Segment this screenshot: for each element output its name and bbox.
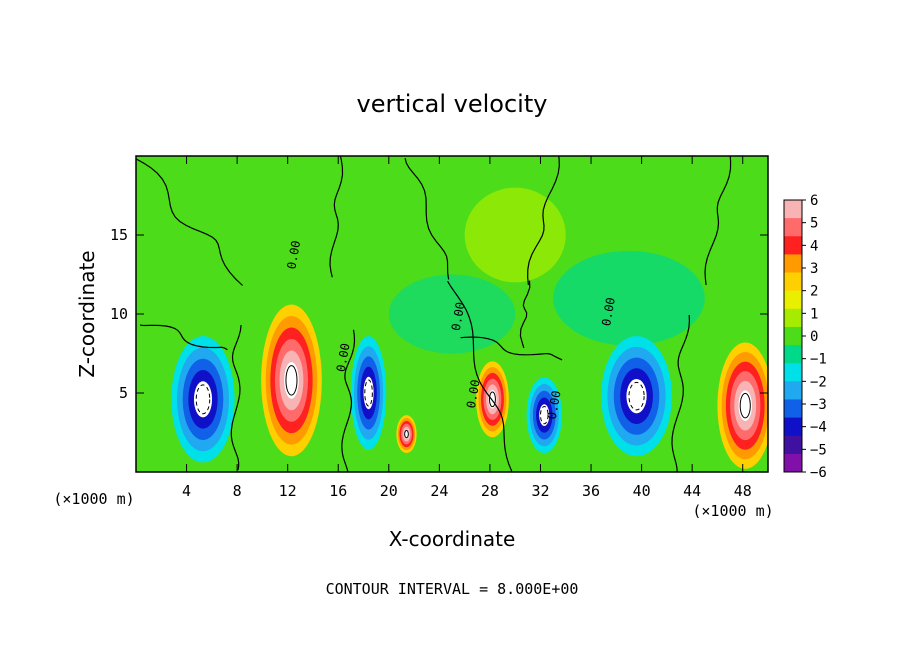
colorbar-label: 0: [810, 329, 818, 345]
y-axis-title: Z-coordinate: [75, 250, 99, 377]
colorbar-label: −4: [810, 420, 827, 436]
zero-contour-line: [519, 280, 531, 349]
colorbar-swatch: [784, 218, 802, 237]
downdraft-contour: [539, 405, 549, 425]
colorbar-label: −5: [810, 442, 827, 458]
zero-contour-line: [404, 158, 450, 280]
y-tick-label: 5: [119, 384, 128, 402]
y-tick-label: 10: [110, 305, 128, 323]
zero-contour-line: [230, 325, 242, 471]
contour-label: 0.00: [284, 239, 303, 270]
x-tick-label: 48: [734, 482, 752, 500]
zero-contour-line: [460, 336, 563, 361]
x-tick-label: 8: [233, 482, 242, 500]
x-tick-label: 40: [633, 482, 651, 500]
updraft-contour: [404, 429, 409, 439]
x-tick-label: 32: [531, 482, 549, 500]
downdraft-band: [626, 379, 647, 414]
contour-label: 0.00: [599, 296, 618, 327]
colorbar-swatch: [784, 236, 802, 255]
zero-contour-line: [704, 156, 732, 286]
colorbar-label: 3: [810, 261, 818, 277]
colorbar: 6 5 4 3 2 1 0 −1 −2 −3 −4 −5 −6: [783, 193, 827, 481]
zero-contour-line: [341, 329, 356, 472]
colorbar-swatch: [784, 417, 802, 437]
x-axis: 4 8 12 16 20 24 28 32 36 40 44 48: [182, 156, 752, 500]
colorbar-swatch: [784, 453, 802, 473]
zero-contour-line: [671, 314, 691, 472]
updraft-band: [284, 361, 299, 399]
x-tick-label: 12: [279, 482, 297, 500]
colorbar-swatch: [784, 381, 802, 400]
x-axis-title: X-coordinate: [389, 527, 516, 551]
colorbar-swatch: [784, 363, 802, 382]
field-region: [553, 250, 705, 346]
field-features: [171, 187, 768, 469]
zero-contours: 0.00 0.00 0.00 0.00 0.00 0.00: [136, 156, 732, 472]
contour-label: 0.00: [545, 389, 564, 420]
zero-contour-line: [136, 158, 244, 286]
colorbar-label: 1: [810, 306, 818, 322]
x-tick-label: 20: [380, 482, 398, 500]
zero-contour-line: [329, 156, 344, 278]
zero-contour-line: [140, 324, 228, 351]
downdraft-band: [193, 381, 213, 418]
field-region: [388, 274, 516, 354]
contour-label: 0.00: [334, 342, 353, 373]
colorbar-swatch: [784, 290, 802, 310]
colorbar-label: 4: [810, 238, 818, 254]
downdraft-contour: [195, 384, 211, 415]
colorbar-label: −2: [810, 374, 827, 390]
x-tick-label: 44: [683, 482, 701, 500]
field-region: [464, 187, 566, 283]
chart-title: vertical velocity: [357, 90, 548, 118]
x-unit-label-left: (×1000 m): [53, 490, 134, 508]
colorbar-swatch: [784, 326, 802, 346]
updraft-contour: [739, 392, 751, 419]
updraft-band: [738, 390, 752, 421]
colorbar-swatch: [784, 399, 802, 419]
x-tick-label: 16: [329, 482, 347, 500]
plot-area: 0.00 0.00 0.00 0.00 0.00 0.00: [136, 156, 768, 472]
updraft-contour: [488, 391, 496, 408]
downdraft-contour: [628, 381, 645, 411]
colorbar-label: −6: [810, 465, 827, 481]
colorbar-swatch: [784, 435, 802, 455]
colorbar-swatch: [784, 308, 802, 328]
colorbar-swatch: [784, 254, 802, 274]
colorbar-swatch: [784, 272, 802, 292]
colorbar-label: −3: [810, 397, 827, 413]
y-axis: 5 10 15: [110, 226, 768, 402]
x-tick-label: 28: [481, 482, 499, 500]
colorbar-swatch: [784, 345, 802, 364]
x-tick-label: 4: [182, 482, 191, 500]
x-tick-label: 24: [430, 482, 448, 500]
zero-contour-line: [447, 280, 513, 472]
colorbar-swatch: [784, 200, 802, 219]
zero-contour-line: [527, 156, 560, 285]
contour-label: 0.00: [449, 301, 468, 332]
x-unit-label-right: (×1000 m): [692, 502, 773, 520]
downdraft-contour: [364, 379, 373, 407]
colorbar-label: 6: [810, 193, 818, 209]
contour-interval-note: CONTOUR INTERVAL = 8.000E+00: [326, 580, 579, 598]
contour-label: 0.00: [464, 378, 483, 409]
x-tick-label: 36: [582, 482, 600, 500]
colorbar-label: −1: [810, 352, 827, 368]
y-tick-label: 15: [110, 226, 128, 244]
updraft-contour: [285, 365, 298, 396]
colorbar-label: 2: [810, 284, 818, 300]
colorbar-label: 5: [810, 216, 818, 232]
